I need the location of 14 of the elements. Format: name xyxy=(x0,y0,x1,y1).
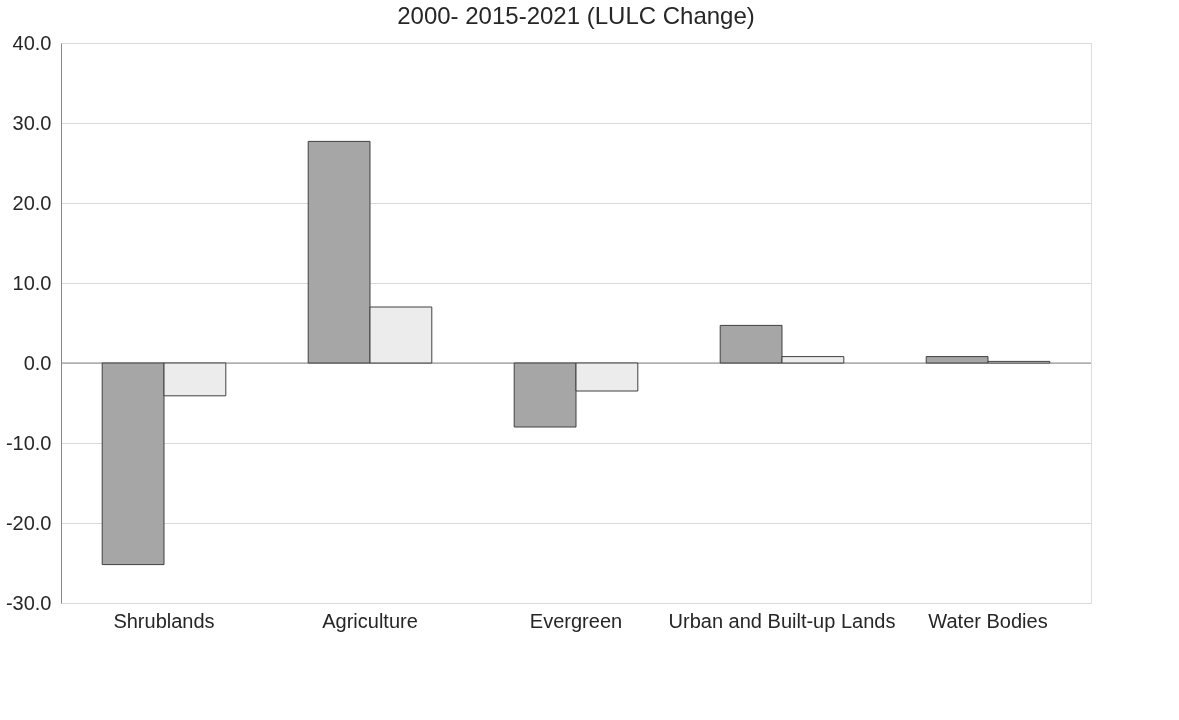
y-tick-label: 40.0 xyxy=(12,31,52,54)
x-tick-label: Evergreen xyxy=(529,609,623,632)
y-tick-label: -30.0 xyxy=(5,591,52,614)
x-tick-label: Water Bodies xyxy=(928,609,1048,632)
y-tick-label: 0.0 xyxy=(23,351,52,374)
x-tick-label: Agriculture xyxy=(322,609,418,632)
y-tick-label: -10.0 xyxy=(5,431,52,454)
x-tick-label: Urban and Built-up Lands xyxy=(668,609,896,632)
x-tick-label: Shrublands xyxy=(113,609,215,632)
y-tick-label: 20.0 xyxy=(12,191,52,214)
y-tick-label: 30.0 xyxy=(12,111,52,134)
y-tick-label: -20.0 xyxy=(5,511,52,534)
y-tick-label: 10.0 xyxy=(12,271,52,294)
chart-title: 2000- 2015-2021 (LULC Change) xyxy=(397,2,755,29)
